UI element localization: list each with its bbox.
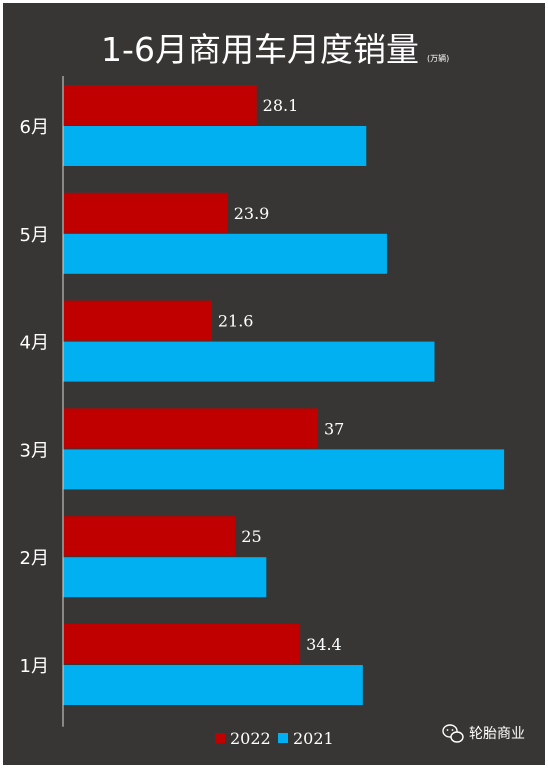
bar-2022-4月 (63, 300, 212, 341)
category-label: 6月 (20, 117, 49, 138)
bar-2021-5月 (63, 233, 387, 274)
legend-label-2021: 2021 (293, 729, 334, 748)
data-label-2022-4月: 21.6 (218, 312, 254, 331)
bar-chart: 1-6月商用车月度销量 (万辆) 28.16月23.95月21.64月373月2… (20, 30, 525, 748)
legend-swatch-2021 (278, 733, 288, 743)
chart-title: 1-6月商用车月度销量 (101, 30, 419, 69)
bar-2021-3月 (63, 449, 505, 490)
bar-2022-3月 (63, 408, 319, 449)
bar-2021-2月 (63, 557, 267, 598)
watermark: 轮胎商业 (442, 724, 525, 743)
bar-2022-2月 (63, 516, 236, 557)
bar-2022-1月 (63, 624, 301, 664)
wechat-icon (442, 724, 464, 743)
bar-2022-5月 (63, 192, 228, 233)
data-label-2022-3月: 37 (324, 419, 344, 438)
chart-unit: (万辆) (427, 53, 449, 63)
legend-label-2022: 2022 (230, 729, 271, 748)
legend: 2022 2021 (215, 729, 334, 748)
category-label: 5月 (20, 225, 49, 246)
category-label: 3月 (20, 440, 49, 461)
category-label: 1月 (20, 656, 49, 677)
bar-2022-6月 (63, 85, 257, 125)
bars-group: 28.1 6月 23.9 5月 21.6 4月 37 3月 25 2月 34.4 1月 (20, 85, 505, 705)
category-label: 4月 (20, 333, 49, 354)
data-label-2022-5月: 23.9 (234, 204, 270, 223)
bar-2021-6月 (63, 126, 367, 166)
watermark-text: 轮胎商业 (469, 726, 525, 742)
bar-2021-1月 (63, 665, 363, 705)
data-label-2022-2月: 25 (241, 527, 261, 546)
legend-swatch-2022 (215, 733, 225, 743)
chart-frame: 1-6月商用车月度销量 (万辆) 28.1 6月 23.9 5月 21.6 4月 37 3月 2… (3, 3, 545, 765)
category-label: 2月 (20, 548, 49, 569)
data-label-2022-1月: 34.4 (306, 635, 342, 654)
bar-2021-4月 (63, 341, 435, 382)
data-label-2022-6月: 28.1 (263, 96, 299, 115)
